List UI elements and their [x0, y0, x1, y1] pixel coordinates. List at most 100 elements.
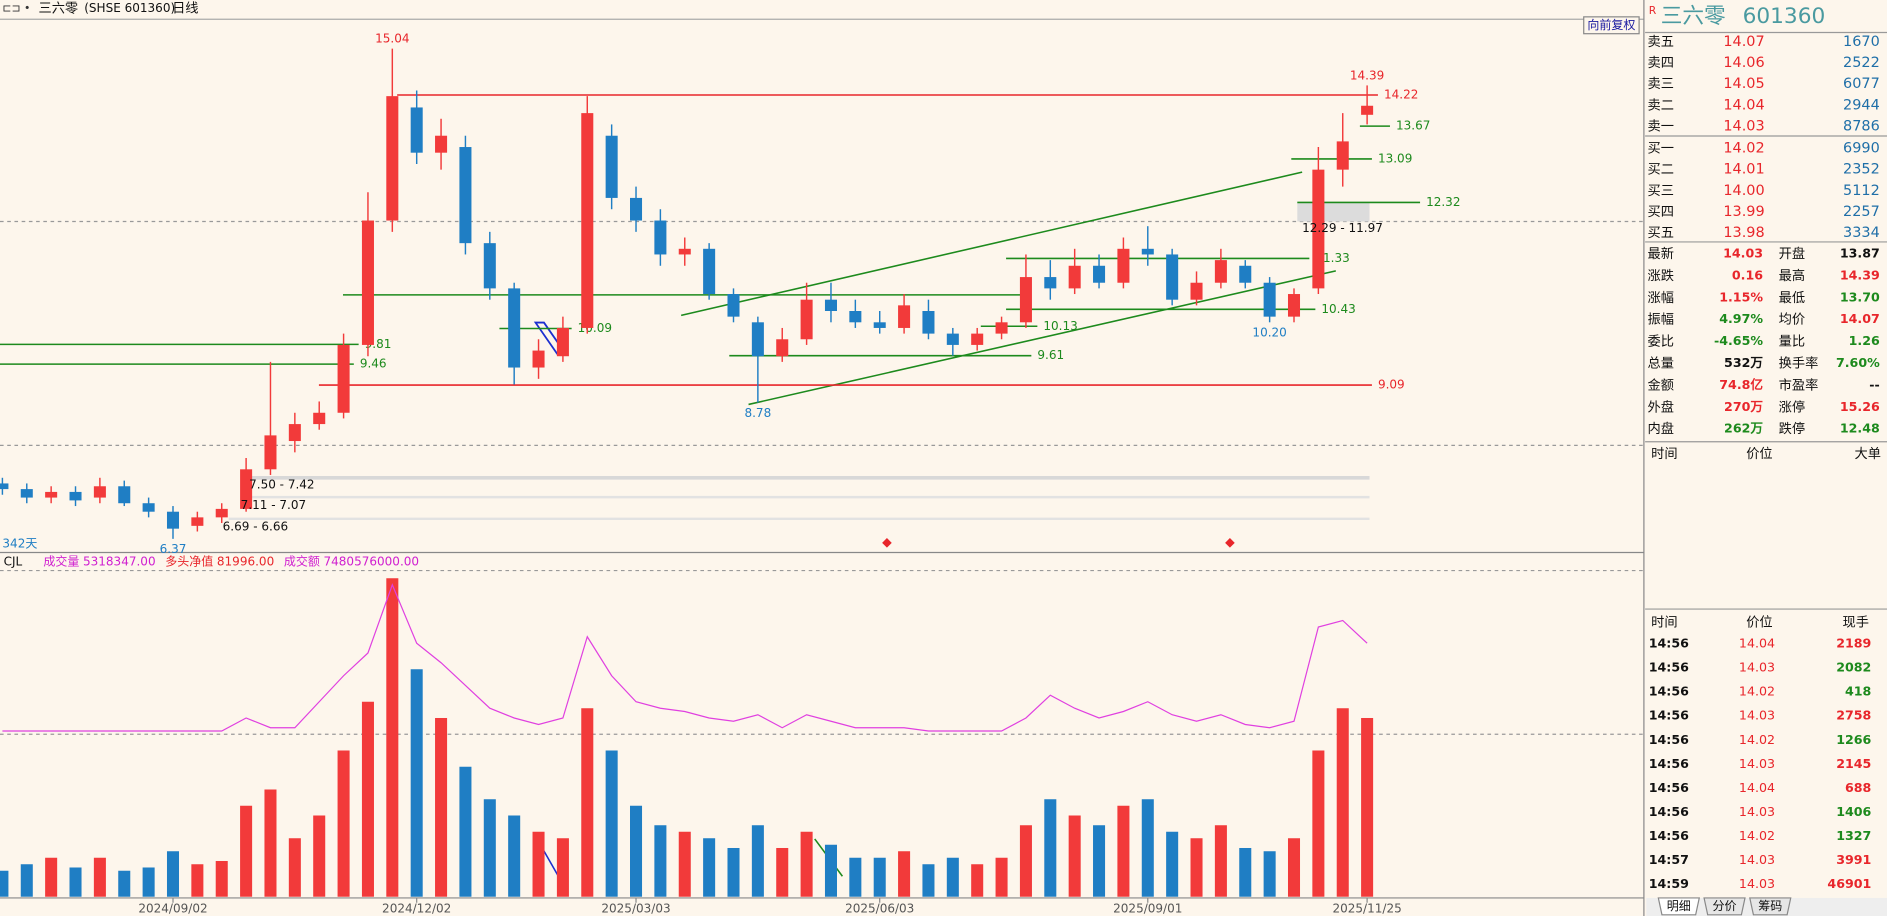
- volume-bar: [995, 857, 1008, 897]
- column-header: 现手: [1842, 614, 1868, 630]
- tick-time: 14:56: [1649, 756, 1689, 771]
- trend-line: [680, 171, 1303, 317]
- volume-bar: [435, 717, 448, 897]
- tab[interactable]: [1703, 897, 1746, 916]
- candle-body: [1141, 248, 1154, 255]
- candle-body: [386, 96, 399, 221]
- tab-label[interactable]: 明细: [1667, 899, 1691, 913]
- stat-value: --: [1869, 377, 1879, 392]
- stat-label: 均价: [1779, 312, 1805, 328]
- adjust-button[interactable]: [1583, 16, 1640, 35]
- tab-label[interactable]: 分价: [1713, 899, 1737, 913]
- candle-body: [727, 294, 740, 317]
- volume-bar: [800, 831, 813, 897]
- volume-bar: [873, 857, 886, 897]
- tick-volume: 1266: [1836, 732, 1871, 747]
- tick-volume: 2082: [1836, 660, 1871, 675]
- trend-line: [748, 270, 1336, 406]
- stat-label: 量比: [1779, 334, 1805, 350]
- stat-label: 涨停: [1779, 398, 1805, 415]
- tick-price: 14.02: [1739, 828, 1775, 843]
- candle-body: [751, 322, 764, 357]
- candle-body: [922, 310, 935, 334]
- book-volume: 6077: [1843, 76, 1880, 92]
- stat-value: 1.26: [1849, 333, 1880, 348]
- candle-body: [191, 517, 204, 526]
- candle-body: [995, 322, 1008, 334]
- stat-value: 0.16: [1732, 267, 1763, 282]
- x-tick-label: 2024/12/02: [382, 901, 451, 915]
- volume-bar: [556, 838, 569, 897]
- candle-body: [93, 486, 106, 498]
- quote-code: 601360: [1743, 4, 1826, 29]
- stat-value: 13.70: [1840, 289, 1880, 304]
- candle-body: [1239, 265, 1252, 283]
- candle-body: [1336, 141, 1349, 170]
- volume-bar: [946, 857, 959, 897]
- candle-body: [605, 135, 618, 198]
- x-tick-label: 2025/06/03: [845, 901, 914, 915]
- level-label: 12.32: [1426, 195, 1460, 209]
- tab-label[interactable]: 筹码: [1758, 899, 1782, 913]
- volume-bar: [654, 825, 667, 897]
- book-price: 14.06: [1723, 55, 1764, 71]
- candle-body: [800, 299, 813, 340]
- volume-bar: [361, 701, 374, 897]
- column-header: 价位: [1746, 446, 1772, 462]
- toolbar-icon[interactable]: ⊏⊐ •: [2, 1, 30, 14]
- candle-body: [1312, 169, 1325, 289]
- book-price: 14.04: [1723, 97, 1764, 113]
- indicator-name[interactable]: CJL: [4, 555, 23, 569]
- volume-bar: [1019, 825, 1032, 897]
- stat-label: 委比: [1648, 334, 1674, 350]
- column-header: 时间: [1651, 446, 1677, 462]
- stat-label: 市盈率: [1779, 376, 1819, 393]
- volume-bar: [824, 844, 837, 897]
- candle-body: [776, 339, 789, 357]
- tick-time: 14:56: [1649, 780, 1689, 795]
- tick-time: 14:56: [1649, 635, 1689, 650]
- candle-body: [337, 344, 350, 413]
- volume-bar: [142, 867, 155, 897]
- book-volume: 2522: [1843, 55, 1880, 71]
- level-label: 10.13: [1043, 319, 1077, 333]
- flag: R: [1649, 4, 1657, 17]
- candle-body: [435, 135, 448, 153]
- candle-body: [361, 220, 374, 345]
- tab[interactable]: [1657, 897, 1701, 916]
- volume-bar: [776, 847, 789, 897]
- book-price: 13.98: [1723, 225, 1764, 241]
- candle-body: [1093, 265, 1106, 283]
- adjust-label[interactable]: 向前复权: [1587, 17, 1635, 32]
- candle-body: [508, 288, 521, 368]
- stat-label: 涨幅: [1648, 290, 1674, 306]
- tick-time: 14:57: [1649, 852, 1689, 867]
- book-volume: 2257: [1843, 204, 1880, 220]
- volume-bar: [1141, 799, 1154, 897]
- stat-value: 74.8亿: [1719, 377, 1763, 392]
- book-label: 买二: [1648, 162, 1674, 178]
- stat-label: 金额: [1648, 377, 1674, 393]
- volume-bar: [1044, 799, 1057, 897]
- tick-volume: 418: [1845, 684, 1871, 699]
- stat-label: 开盘: [1779, 245, 1805, 262]
- candle-body: [1214, 260, 1227, 283]
- book-price: 14.01: [1723, 162, 1764, 178]
- tick-volume: 2145: [1836, 756, 1871, 771]
- candle-body: [264, 435, 277, 470]
- book-label: 卖四: [1648, 55, 1674, 71]
- price-label: 6.37: [160, 542, 187, 556]
- period-select[interactable]: 日线: [172, 0, 198, 16]
- tick-price: 14.03: [1739, 852, 1775, 867]
- candle-body: [678, 248, 691, 255]
- tab[interactable]: [1749, 897, 1792, 916]
- book-label: 卖二: [1648, 97, 1674, 113]
- volume-bar: [313, 815, 326, 897]
- candle-body: [1068, 265, 1081, 289]
- x-tick-label: 2025/11/25: [1332, 901, 1401, 915]
- range-label: 7.50 - 7.42: [249, 478, 314, 492]
- volume-bar: [1190, 838, 1203, 897]
- candle-body: [1044, 277, 1057, 289]
